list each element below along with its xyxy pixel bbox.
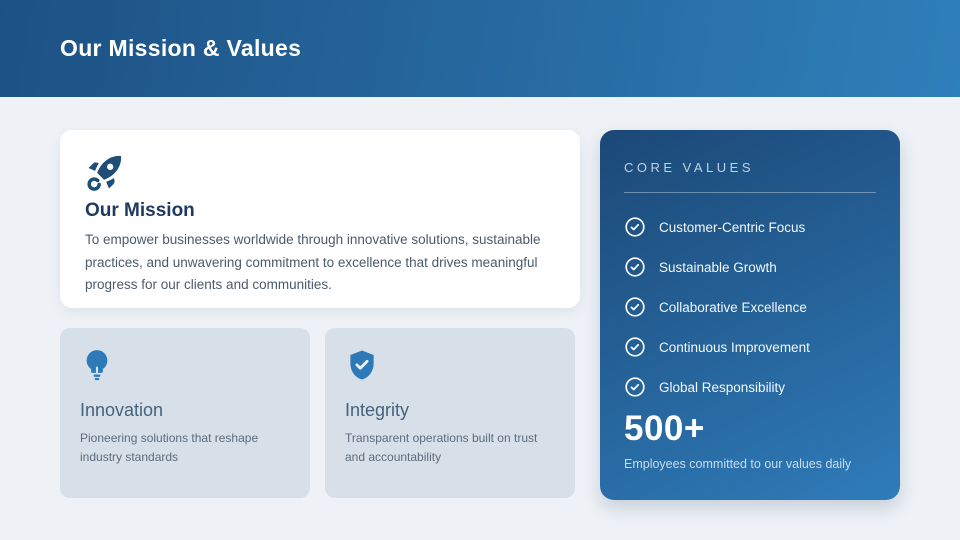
stat-caption: Employees committed to our values daily [624,457,852,471]
page-title: Our Mission & Values [60,35,302,61]
value-card-title: Innovation [80,400,164,420]
check-circle-icon [624,376,646,398]
core-value-label: Customer-Centric Focus [659,219,806,235]
value-card-innovation: Innovation Pioneering solutions that res… [60,328,310,498]
header-band: Our Mission & Values [0,0,960,97]
core-value-item: Sustainable Growth [624,247,876,287]
core-values-panel: CORE VALUES Customer-Centric Focus Susta… [600,130,900,500]
core-value-item: Collaborative Excellence [624,287,876,327]
value-card-title: Integrity [345,400,410,420]
mission-title: Our Mission [85,200,195,221]
panel-divider [624,192,876,193]
check-circle-icon [624,256,646,278]
shield-check-icon [345,348,379,382]
core-value-label: Collaborative Excellence [659,299,807,315]
mission-body: To empower businesses worldwide through … [85,232,541,292]
core-value-item: Customer-Centric Focus [624,207,876,247]
core-value-item: Global Responsibility [624,367,876,407]
value-card-integrity: Integrity Transparent operations built o… [325,328,575,498]
lightbulb-icon [80,348,114,382]
core-value-label: Continuous Improvement [659,339,810,355]
value-card-description: Pioneering solutions that reshape indust… [80,431,259,464]
stat-value: 500+ [624,409,705,448]
value-card-description: Transparent operations built on trust an… [345,431,538,464]
core-value-item: Continuous Improvement [624,327,876,367]
core-values-list: Customer-Centric Focus Sustainable Growt… [624,207,876,407]
mission-card: Our Mission To empower businesses worldw… [60,130,580,308]
check-circle-icon [624,296,646,318]
core-value-label: Sustainable Growth [659,259,777,275]
check-circle-icon [624,336,646,358]
core-values-title: CORE VALUES [624,160,755,175]
rocket-icon [85,152,125,192]
core-value-label: Global Responsibility [659,379,786,395]
check-circle-icon [624,216,646,238]
